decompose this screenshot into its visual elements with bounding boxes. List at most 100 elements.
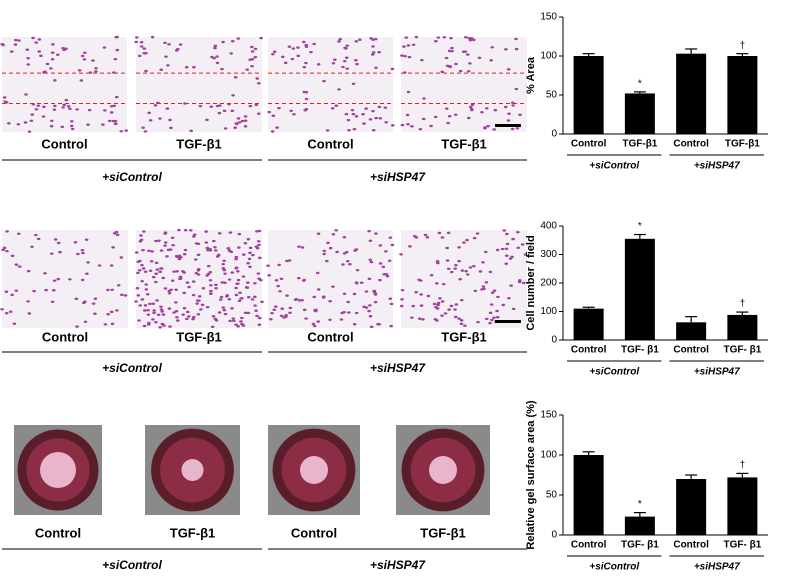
cell — [163, 41, 167, 45]
micrograph — [14, 425, 102, 515]
cell — [222, 259, 226, 263]
cell — [489, 59, 494, 62]
cell — [514, 87, 519, 91]
cell — [77, 69, 82, 72]
cell — [113, 57, 118, 61]
cell — [26, 300, 30, 303]
cell — [177, 228, 181, 232]
cell — [155, 299, 159, 302]
cell — [509, 284, 513, 287]
image-bg — [268, 37, 393, 132]
cell — [177, 254, 182, 258]
cell — [511, 237, 515, 241]
cell — [204, 230, 208, 233]
cell — [250, 45, 254, 49]
cell — [364, 107, 368, 110]
cell — [250, 298, 255, 301]
cell — [507, 112, 511, 115]
cell — [221, 40, 225, 44]
cell — [417, 278, 421, 281]
cell — [345, 259, 350, 263]
annotation: * — [638, 79, 642, 90]
cell — [8, 310, 13, 313]
cell — [238, 291, 242, 294]
cell — [384, 121, 388, 124]
cell — [143, 130, 148, 133]
cell — [146, 313, 151, 316]
cell — [510, 127, 515, 131]
cell — [37, 38, 42, 41]
cell — [454, 264, 458, 267]
cell — [246, 311, 251, 315]
cell — [367, 229, 371, 233]
cell — [73, 241, 78, 244]
cell — [390, 243, 395, 247]
cell — [173, 301, 178, 304]
cell — [255, 77, 260, 80]
cell — [184, 66, 189, 69]
micrograph — [145, 425, 240, 515]
cell — [217, 232, 222, 235]
cell — [146, 309, 150, 312]
cell — [58, 250, 62, 254]
cell — [215, 55, 219, 58]
cell — [476, 320, 480, 324]
cell — [331, 285, 335, 288]
cell — [44, 288, 48, 292]
cell — [348, 263, 352, 266]
cell — [369, 260, 374, 264]
cell — [400, 298, 404, 301]
cell — [154, 272, 159, 275]
micrograph — [134, 228, 264, 329]
cell — [440, 70, 444, 74]
cell — [444, 107, 449, 110]
cell — [140, 298, 145, 301]
cell — [229, 250, 234, 254]
cell — [112, 232, 117, 235]
cell — [94, 67, 98, 70]
cell — [215, 104, 220, 108]
cell — [240, 322, 244, 326]
cell — [335, 250, 339, 254]
cell — [243, 242, 248, 245]
cell — [253, 47, 258, 51]
cell — [436, 301, 441, 305]
cell — [493, 108, 498, 112]
cell — [109, 310, 114, 314]
cell — [346, 118, 351, 122]
cell — [144, 69, 148, 73]
cell — [374, 232, 378, 235]
cell — [241, 253, 246, 256]
cell — [233, 126, 237, 129]
image-bg — [2, 230, 128, 328]
cell — [113, 119, 118, 123]
x-tick-label: Control — [571, 345, 607, 356]
cell — [240, 297, 244, 300]
cell — [172, 311, 176, 314]
cell — [2, 96, 7, 99]
cell — [84, 238, 89, 241]
cell — [175, 316, 179, 319]
cell — [234, 323, 238, 326]
cell — [354, 311, 359, 315]
cell — [206, 272, 211, 276]
cell — [194, 271, 199, 275]
cell — [187, 285, 191, 289]
cell — [322, 295, 326, 298]
annotation: † — [740, 40, 746, 51]
cell — [304, 45, 309, 49]
cell — [101, 123, 105, 126]
cell — [345, 44, 350, 47]
cell — [437, 231, 442, 235]
x-tick-label: Control — [673, 540, 709, 551]
cell — [237, 232, 242, 236]
cell — [300, 246, 305, 249]
cell — [489, 303, 494, 306]
cell — [182, 307, 187, 310]
cell — [31, 36, 35, 40]
bar — [624, 93, 655, 134]
cell — [457, 246, 461, 249]
cell — [408, 245, 412, 248]
cell — [492, 289, 497, 292]
cell — [5, 249, 9, 253]
